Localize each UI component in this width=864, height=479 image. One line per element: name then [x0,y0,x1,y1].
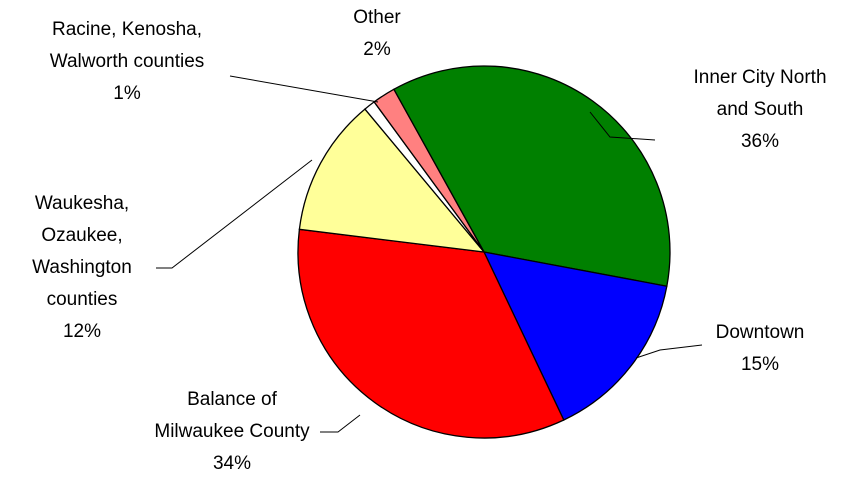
category-label: Balance of Milwaukee County [154,389,310,442]
leader-line [229,75,379,103]
value-label: 12% [62,321,102,342]
pie-slice [297,228,565,439]
leader-line [320,414,361,433]
slice-label: Inner City North and South 36% [675,62,845,158]
value-label: 1% [113,83,141,104]
category-label: Waukesha, Ozaukee, Washington counties [32,193,132,310]
value-label: 36% [740,131,780,152]
category-label: Inner City North and South [693,67,827,120]
pie-slice [373,88,485,253]
pie-slice [298,108,486,253]
category-label: Downtown [715,322,805,343]
leader-line [635,344,703,359]
value-label: 34% [212,453,252,474]
slice-label: Waukesha, Ozaukee, Washington counties 12… [22,188,142,348]
category-label: Other [353,7,401,28]
pie-slice [482,251,668,421]
value-label: 15% [740,354,780,375]
slice-label: Racine, Kenosha, Walworth counties 1% [42,14,212,110]
value-label: 2% [363,39,391,60]
slice-label: Balance of Milwaukee County 34% [142,384,322,479]
leader-line [589,111,656,141]
category-label: Racine, Kenosha, Walworth counties [49,19,205,72]
slice-label: Other 2% [337,2,417,66]
pie-slice [392,65,671,287]
leader-line [156,159,313,269]
slice-label: Downtown 15% [700,317,820,381]
